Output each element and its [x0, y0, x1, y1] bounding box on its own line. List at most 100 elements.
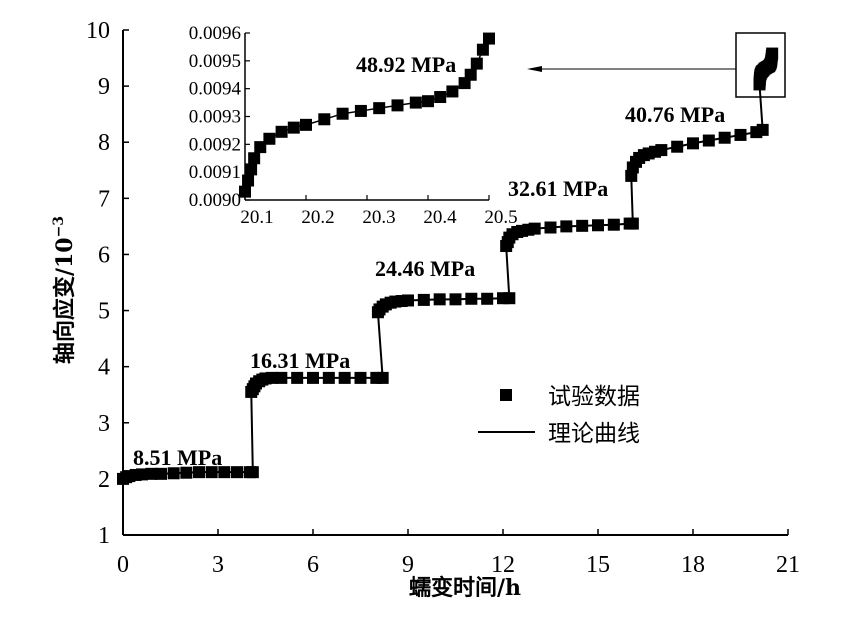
y-tick-label: 7 [98, 186, 110, 212]
inset-data-point [263, 132, 276, 145]
inset-x-tick-label: 20.2 [301, 207, 334, 228]
inset-x-tick-label: 20.3 [362, 207, 395, 228]
data-point [231, 466, 243, 479]
inset-data-point [318, 113, 331, 126]
inset-data-point [245, 163, 258, 176]
data-point [322, 371, 335, 384]
inset-x-tick-label: 20.5 [484, 207, 517, 228]
inset-data-point [248, 152, 261, 165]
y-tick-label: 8 [98, 130, 110, 156]
data-point [655, 144, 668, 157]
inset-data-point [275, 125, 288, 138]
data-point [417, 293, 430, 306]
data-point [592, 219, 604, 232]
data-point [145, 467, 158, 480]
y-tick-label: 6 [98, 242, 110, 268]
y-tick-label: 1 [98, 523, 110, 549]
data-point [560, 220, 573, 233]
x-tick-label: 0 [117, 552, 129, 578]
data-point [607, 218, 620, 231]
y-tick-label: 5 [98, 299, 110, 325]
inset-data-point [373, 102, 386, 115]
data-point [155, 467, 167, 480]
y-tick-label: 3 [98, 411, 110, 437]
data-point [205, 466, 218, 479]
inset-data-point [422, 95, 434, 108]
data-point [671, 140, 684, 153]
data-point [307, 371, 319, 384]
data-point [265, 371, 278, 384]
inset-y-tick-label: 0.0092 [189, 134, 241, 155]
data-point [402, 294, 414, 307]
data-point [481, 292, 494, 305]
y-axis-label-text: 轴向应变/10 [52, 237, 78, 364]
inset-data-point [239, 185, 251, 198]
data-point [180, 466, 193, 479]
data-point [193, 466, 205, 479]
data-point [766, 47, 779, 60]
inset-plot: 20.1 20.2 20.3 20.4 20.5 0.0090 0.0091 0.0092 0.… [189, 23, 518, 228]
inset-y-tick-label: 0.0091 [189, 162, 241, 183]
data-point [291, 371, 304, 384]
data-point [275, 371, 288, 384]
y-tick-label: 2 [98, 467, 110, 493]
stress-label: 32.61 MPa [508, 176, 608, 201]
x-tick-label: 18 [681, 552, 705, 578]
inset-data-point [483, 32, 495, 45]
inset-data-point [470, 57, 483, 70]
data-point [544, 221, 557, 234]
legend-line-label: 理论曲线 [548, 421, 640, 447]
data-point [718, 131, 731, 144]
y-axis-label-exponent: −3 [51, 216, 67, 237]
inset-data-point [354, 104, 367, 117]
inset-data-point [336, 107, 349, 120]
stress-label: 8.51 MPa [133, 445, 222, 470]
x-tick-label: 21 [776, 552, 800, 578]
x-tick-label: 15 [586, 552, 610, 578]
zoom-box [735, 32, 786, 98]
data-point [167, 467, 180, 480]
inset-data-point [300, 118, 312, 131]
inset-x-tick-label: 20.4 [423, 207, 457, 228]
data-point [354, 371, 367, 384]
y-tick-label: 10 [86, 18, 110, 44]
inset-x-tick-label: 20.1 [240, 207, 273, 228]
data-point [702, 134, 715, 147]
legend: 试验数据 理论曲线 [478, 384, 640, 447]
data-point [136, 468, 148, 481]
data-point [576, 219, 589, 232]
inset-y-tick-label: 0.0096 [189, 23, 241, 44]
data-point [338, 371, 351, 384]
inset-data-point [409, 96, 422, 109]
legend-marker-icon [500, 389, 512, 401]
inset-data-point [464, 68, 477, 81]
data-point [433, 293, 446, 306]
inset-y-tick-label: 0.0090 [189, 190, 241, 211]
x-tick-label: 12 [491, 552, 515, 578]
stress-label: 48.92 MPa [356, 52, 456, 77]
x-tick-label: 9 [402, 552, 414, 578]
data-point [449, 293, 462, 306]
data-point [218, 466, 231, 479]
data-point [734, 128, 747, 141]
stress-label: 40.76 MPa [625, 102, 725, 127]
data-point [687, 137, 699, 150]
stress-annotations: 8.51 MPa 16.31 MPa 24.46 MPa 32.61 MPa 40.76… [133, 52, 725, 470]
y-axis-label: 轴向应变/10−3 [51, 216, 78, 364]
data-point [465, 292, 478, 305]
inset-data-point [254, 141, 267, 154]
inset-data-point [287, 121, 300, 134]
stress-label: 24.46 MPa [375, 256, 475, 281]
y-tick-label: 4 [98, 355, 110, 381]
inset-y-tick-label: 0.0094 [189, 79, 242, 100]
data-point [626, 217, 639, 230]
x-axis-label: 蠕变时间/h [409, 575, 521, 601]
inset-data-point [446, 85, 459, 98]
inset-data-point [434, 91, 447, 104]
data-point [528, 222, 541, 235]
data-point [246, 466, 259, 479]
inset-y-tick-label: 0.0095 [189, 51, 241, 72]
inset-data-point [242, 174, 255, 187]
